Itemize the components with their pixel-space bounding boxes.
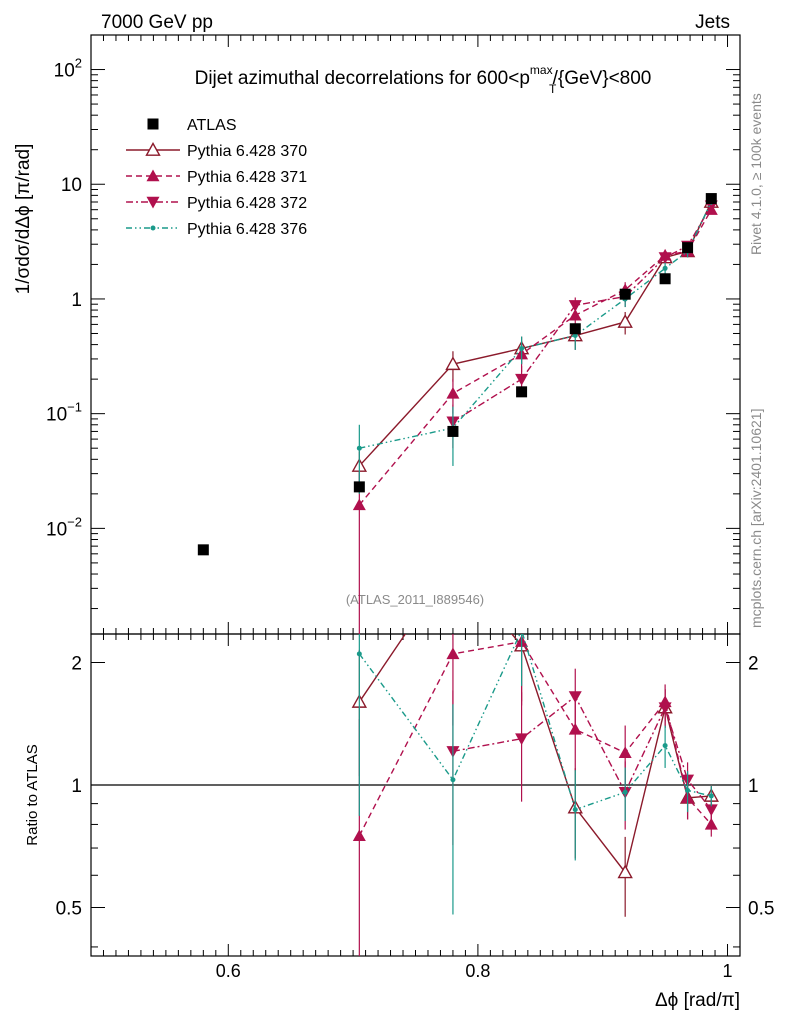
legend-marker-pythia-6-428-372 [146,196,160,209]
legend-label-pythia-6-428-372: Pythia 6.428 372 [187,195,307,212]
legend: ATLAS Pythia 6.428 370 Pythia 6.428 371 Pyt… [126,117,307,238]
point-pythia-6-428-376 [662,265,668,271]
ratio-line-pythia-6-428-371 [358,640,712,837]
point-pythia-6-428-371 [446,386,460,399]
ratio-tick-label-right: 2 [748,654,759,675]
x-axis-label: Δϕ [rad/π] [655,990,740,1011]
legend-label-pythia-6-428-371: Pythia 6.428 371 [187,169,307,186]
point-pythia-6-428-371 [568,308,582,321]
title-sup: max [530,63,553,77]
title-prefix: Dijet azimuthal decorrelations for 600<p [195,68,530,89]
point-atlas [353,481,365,493]
title-sub: T [549,82,557,96]
header-left: 7000 GeV pp [101,12,213,33]
point-atlas [197,544,209,556]
mcplots-label: mcplots.cern.ch [arXiv:2401.10621] [748,409,764,628]
main-series [197,193,719,634]
ratio-point-pythia-6-428-372 [515,733,529,746]
legend-label-atlas: ATLAS [187,117,237,134]
ratio-point-pythia-6-428-372 [704,804,718,817]
ratio-point-pythia-6-428-370 [617,864,633,879]
ratio-point-pythia-6-428-372 [658,702,672,715]
y-tick-label: 10 [61,175,82,196]
point-atlas [705,193,717,205]
y-tick-label: 10−1 [46,400,82,426]
plot-title: Dijet azimuthal decorrelations for 600<p… [195,63,652,89]
ratio-line-pythia-6-428-370 [358,634,712,874]
point-atlas [516,386,528,398]
point-pythia-6-428-376 [519,345,525,351]
ratio-line-pythia-6-428-376 [358,634,712,811]
ratio-axis-label: Ratio to ATLAS [24,744,41,845]
ratio-series [351,634,719,956]
ratio-tick-label-right: 1 [748,776,759,797]
header-right: Jets [695,12,730,33]
point-atlas [619,288,631,300]
series-line-pythia-6-428-372 [452,205,712,423]
ratio-point-pythia-6-428-371 [618,746,632,758]
point-pythia-6-428-372 [515,373,529,386]
title-suffix: /{GeV}<800 [553,68,652,89]
point-atlas [682,242,694,254]
ratio-point-pythia-6-428-371 [704,817,718,830]
x-tick-label: 0.8 [465,961,490,981]
series-line-pythia-6-428-376 [359,201,712,449]
legend-marker-pythia-6-428-370 [145,142,161,156]
series-line-pythia-6-428-370 [358,201,712,467]
series-line-pythia-6-428-371 [358,209,712,506]
analysis-id: (ATLAS_2011_I889546) [346,592,484,607]
ratio-point-pythia-6-428-371 [446,647,460,660]
ratio-point-pythia-6-428-376 [450,777,456,783]
point-pythia-6-428-370 [617,314,633,328]
point-pythia-6-428-370 [445,356,461,371]
ratio-line-pythia-6-428-372 [452,695,712,811]
ratio-point-pythia-6-428-376 [572,807,578,813]
ratio-point-pythia-6-428-372 [568,691,582,703]
point-atlas [447,425,459,437]
y-tick-label: 102 [54,56,82,82]
point-pythia-6-428-371 [352,498,366,511]
ratio-point-pythia-6-428-376 [662,743,668,749]
x-tick-label: 0.6 [216,961,241,981]
legend-marker-atlas [147,118,159,130]
y-tick-label: 10−2 [46,514,82,540]
ratio-tick-label: 0.5 [56,898,82,919]
ratio-point-pythia-6-428-371 [352,829,366,842]
point-pythia-6-428-376 [572,333,578,339]
ratio-point-pythia-6-428-376 [685,787,691,793]
legend-label-pythia-6-428-376: Pythia 6.428 376 [187,221,307,238]
point-pythia-6-428-372 [658,252,672,264]
point-atlas [659,273,671,285]
ratio-point-pythia-6-428-376 [356,651,362,657]
point-pythia-6-428-372 [568,300,582,312]
ratio-tick-label-right: 0.5 [748,898,774,919]
tick-labels: 0.6 0.8 1 10−2 10−1 1 10 102 0.5 0.5 1 1 2 2 [46,56,774,981]
rivet-label: Rivet 4.1.0, ≥ 100k events [748,93,764,255]
y-axis-label: 1/σdσ/dΔϕ [π/rad] [13,144,34,295]
y-tick-label: 1 [71,290,82,311]
ratio-point-pythia-6-428-376 [708,793,714,799]
legend-marker-pythia-6-428-371 [146,169,160,182]
ratio-frame [90,633,741,957]
point-pythia-6-428-376 [356,445,362,451]
point-atlas [569,323,581,335]
ratio-tick-label: 2 [71,654,82,675]
ratio-point-pythia-6-428-376 [622,789,628,795]
legend-label-pythia-6-428-370: Pythia 6.428 370 [187,143,307,160]
ratio-tick-label: 1 [71,776,82,797]
legend-marker-pythia-6-428-376 [150,225,156,231]
x-tick-label: 1 [723,961,733,981]
